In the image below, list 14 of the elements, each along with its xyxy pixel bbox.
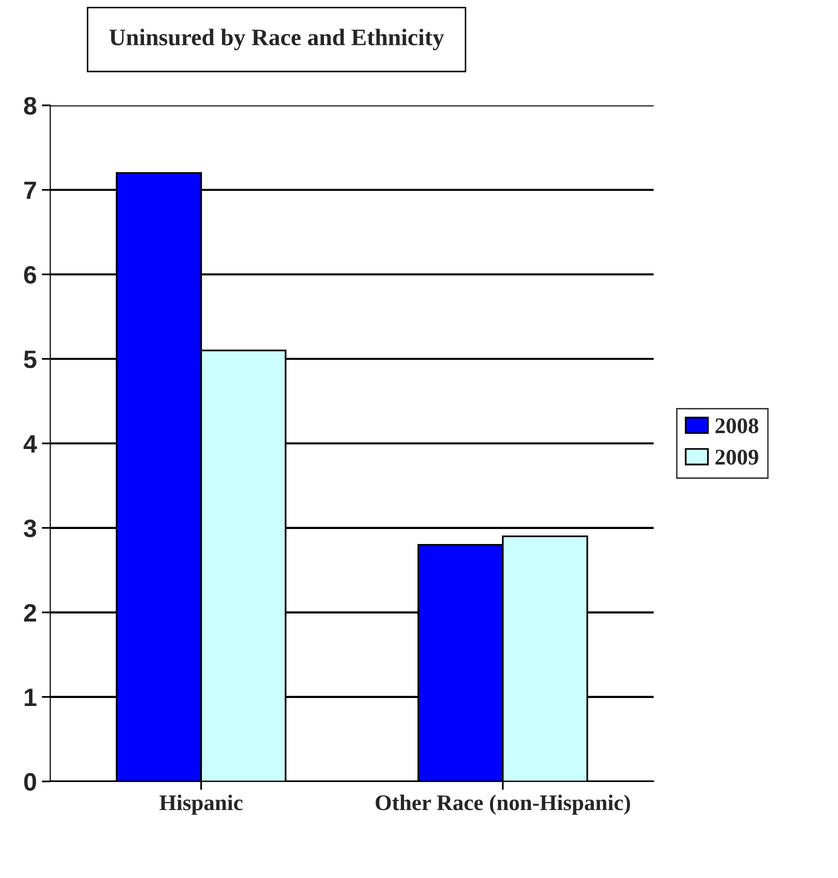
- legend-label: 2008: [716, 418, 758, 434]
- y-tick-label: 0: [24, 773, 36, 791]
- y-tick-label: 4: [24, 435, 37, 452]
- legend-label: 2009: [716, 450, 758, 465]
- x-tick-label: Other Race (non-Hispanic): [376, 794, 630, 815]
- y-tick-label: 1: [24, 688, 36, 706]
- y-tick-label: 8: [24, 96, 36, 115]
- y-tick-label: 6: [24, 266, 36, 284]
- y-tick-label: 7: [24, 182, 36, 199]
- y-tick-label: 2: [24, 604, 36, 622]
- y-tick-label: 5: [24, 350, 36, 368]
- x-tick-label: Hispanic: [160, 794, 243, 815]
- chart-title: Uninsured by Race and Ethnicity: [109, 28, 444, 50]
- y-tick-label: 3: [24, 520, 36, 538]
